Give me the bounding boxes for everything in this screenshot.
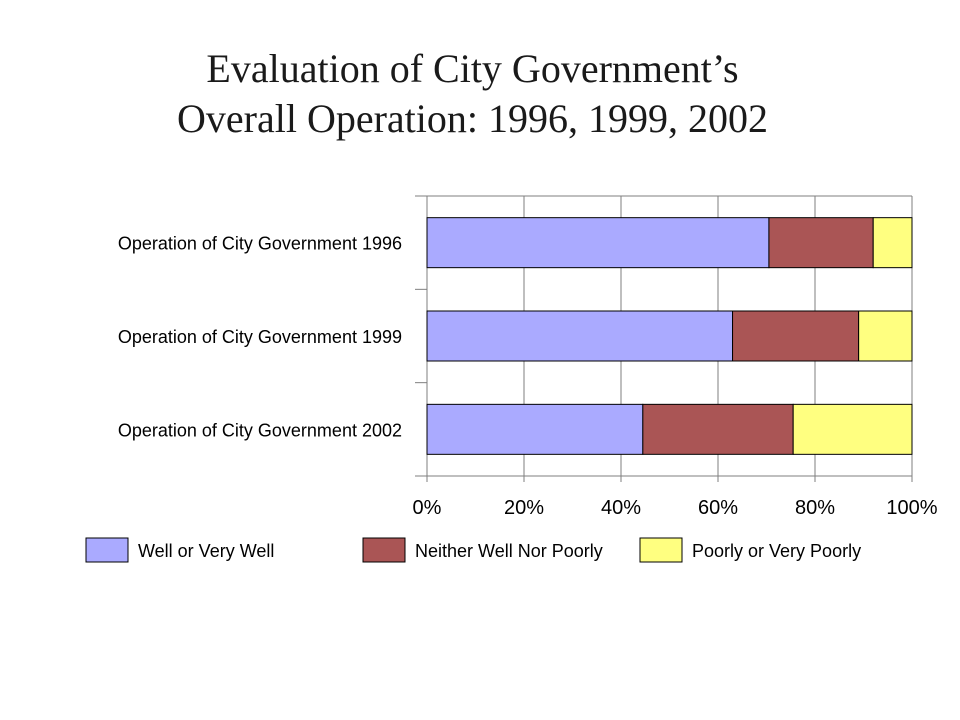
- bar-segment: [792, 403, 913, 455]
- legend-swatch: [639, 537, 683, 563]
- bar-segment: [858, 310, 913, 362]
- x-tick-label: 100%: [886, 497, 937, 519]
- legend-label: Well or Very Well: [138, 541, 274, 561]
- x-tick-label: 20%: [504, 497, 544, 519]
- category-label: Operation of City Government 1999: [118, 327, 402, 347]
- bar-segment: [642, 403, 794, 455]
- legend: Well or Very Well Neither Well Nor Poorly…: [85, 537, 861, 563]
- title-line-1: Evaluation of City Government’s: [206, 46, 739, 91]
- legend-item: Well or Very Well: [85, 537, 274, 563]
- x-tick-label: 80%: [795, 497, 835, 519]
- legend-item: Poorly or Very Poorly: [639, 537, 861, 563]
- bar-segment: [426, 403, 644, 455]
- axis-labels: 0% 20% 40% 60% 80% 100% Operation of City Gove…: [118, 234, 938, 519]
- legend-item: Neither Well Nor Poorly: [362, 537, 603, 563]
- legend-swatch: [85, 537, 129, 563]
- bar-segment: [426, 310, 734, 362]
- x-tick-label: 40%: [601, 497, 641, 519]
- bar-segment: [732, 310, 860, 362]
- legend-swatch: [362, 537, 406, 563]
- bar-segment: [768, 217, 874, 269]
- bar-segment: [872, 217, 913, 269]
- chart-title: Evaluation of City Government’s Overall …: [0, 44, 945, 144]
- legend-label: Neither Well Nor Poorly: [415, 541, 603, 561]
- bar-segment: [426, 217, 770, 269]
- x-tick-label: 0%: [413, 497, 442, 519]
- category-label: Operation of City Government 1996: [118, 234, 402, 254]
- category-label: Operation of City Government 2002: [118, 420, 402, 440]
- title-line-2: Overall Operation: 1996, 1999, 2002: [177, 96, 768, 141]
- legend-label: Poorly or Very Poorly: [692, 541, 861, 561]
- bars: [426, 217, 913, 455]
- x-tick-label: 60%: [698, 497, 738, 519]
